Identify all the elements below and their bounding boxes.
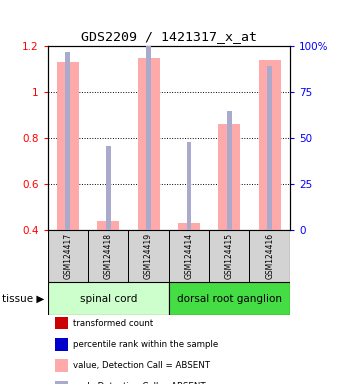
Text: GSM124417: GSM124417 <box>63 233 72 280</box>
Text: percentile rank within the sample: percentile rank within the sample <box>73 340 219 349</box>
Text: rank, Detection Call = ABSENT: rank, Detection Call = ABSENT <box>73 382 206 384</box>
Text: GSM124415: GSM124415 <box>225 233 234 280</box>
Bar <box>106 146 111 230</box>
Bar <box>258 60 281 230</box>
Bar <box>129 230 169 282</box>
Bar <box>65 51 70 230</box>
Text: tissue ▶: tissue ▶ <box>2 293 44 304</box>
Text: transformed count: transformed count <box>73 319 153 328</box>
Bar <box>57 62 79 230</box>
Text: GSM124419: GSM124419 <box>144 233 153 280</box>
Bar <box>187 142 191 230</box>
Bar <box>169 230 209 282</box>
Text: GSM124418: GSM124418 <box>104 233 113 279</box>
Bar <box>250 230 290 282</box>
Bar <box>88 230 129 282</box>
Bar <box>178 223 200 230</box>
Bar <box>267 66 272 230</box>
Text: spinal cord: spinal cord <box>79 293 137 304</box>
Bar <box>209 230 250 282</box>
Bar <box>169 282 290 315</box>
Bar <box>146 46 151 230</box>
Bar <box>48 230 88 282</box>
Title: GDS2209 / 1421317_x_at: GDS2209 / 1421317_x_at <box>81 30 257 43</box>
Bar <box>227 111 232 230</box>
Bar <box>97 221 119 230</box>
Text: GSM124416: GSM124416 <box>265 233 274 280</box>
Text: value, Detection Call = ABSENT: value, Detection Call = ABSENT <box>73 361 210 370</box>
Text: GSM124414: GSM124414 <box>184 233 193 280</box>
Bar <box>48 282 169 315</box>
Bar <box>218 124 240 230</box>
Text: dorsal root ganglion: dorsal root ganglion <box>177 293 282 304</box>
Bar <box>137 58 160 230</box>
